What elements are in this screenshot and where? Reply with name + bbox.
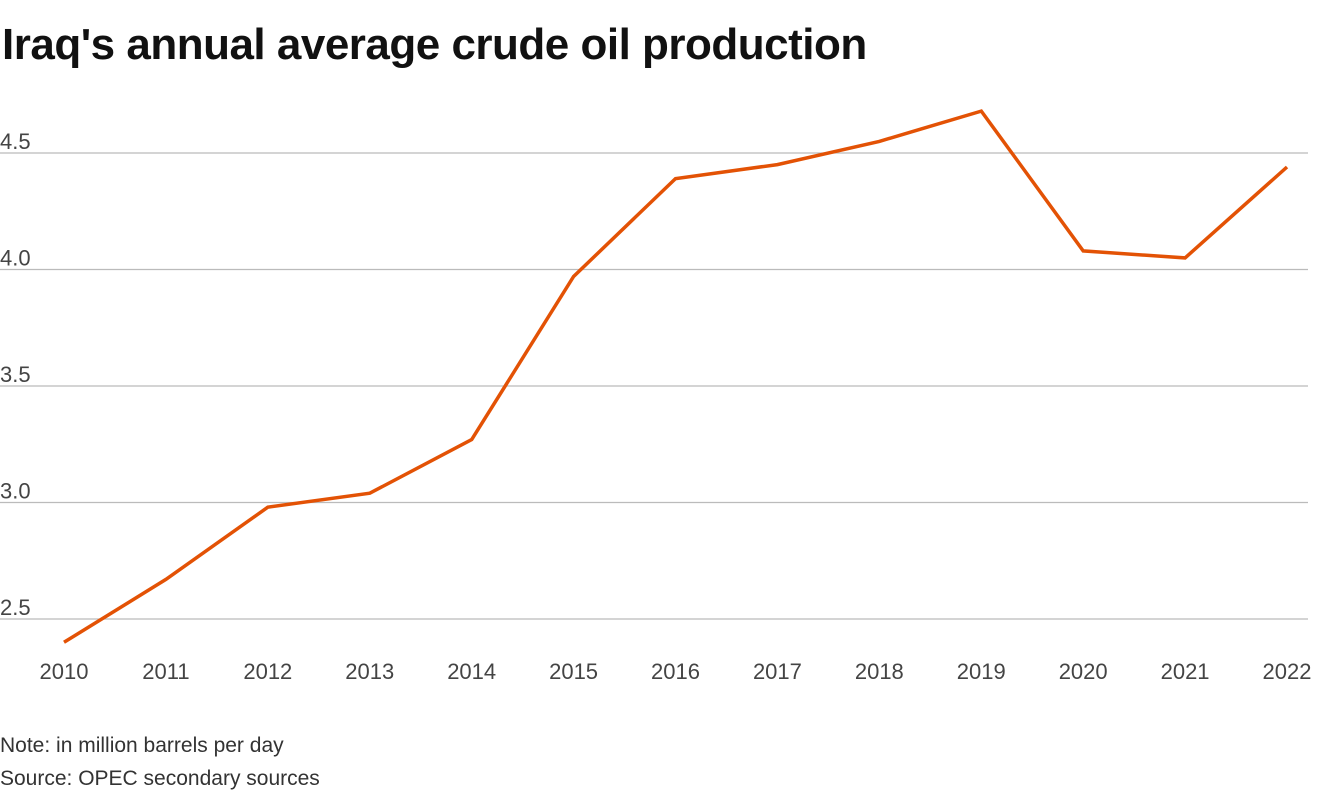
gridlines: [0, 152, 1308, 620]
footer-note: Note: in million barrels per day: [0, 734, 284, 757]
series-line-0: [63, 109, 1289, 644]
footer-source: Source: OPEC secondary sources: [0, 767, 320, 790]
y-tick-label: 2.5: [0, 595, 31, 620]
y-tick-label: 3.0: [0, 479, 31, 504]
y-tick-label: 3.5: [0, 362, 31, 387]
x-tick-label: 2010: [40, 659, 89, 684]
x-axis-tick-labels: 2010 2011 2012 2013 2014 2015 2016 2017 2018 2019…: [40, 659, 1312, 684]
x-tick-label: 2021: [1161, 659, 1210, 684]
y-tick-label: 4.0: [0, 246, 31, 271]
y-axis-tick-labels: 2.5 3.0 3.5 4.0 4.5: [0, 129, 31, 620]
x-tick-label: 2013: [345, 659, 394, 684]
x-tick-label: 2022: [1263, 659, 1312, 684]
x-tick-label: 2016: [651, 659, 700, 684]
x-tick-label: 2019: [957, 659, 1006, 684]
x-tick-label: 2015: [549, 659, 598, 684]
x-tick-label: 2018: [855, 659, 904, 684]
chart-title: Iraq's annual average crude oil producti…: [2, 20, 867, 69]
line-chart: 2.5 3.0 3.5 4.0 4.5 2010 2011 2012 2013 2014 2015…: [0, 109, 1312, 684]
x-tick-label: 2020: [1059, 659, 1108, 684]
x-tick-label: 2011: [142, 659, 189, 684]
x-tick-label: 2014: [447, 659, 496, 684]
x-tick-label: 2012: [243, 659, 292, 684]
y-tick-label: 4.5: [0, 129, 31, 154]
series-lines: [63, 109, 1289, 644]
x-tick-label: 2017: [753, 659, 802, 684]
